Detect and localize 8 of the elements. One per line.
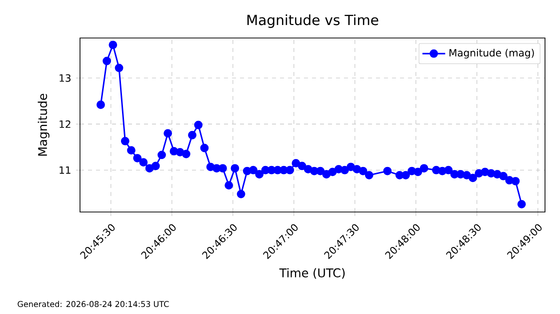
text: Generated: 2026-08-24 20:14:53 UTC bbox=[18, 300, 169, 308]
legend-label: Magnitude (mag) bbox=[450, 48, 534, 58]
x-axis-title: Time (UTC) bbox=[279, 268, 345, 279]
chart-title: Magnitude vs Time bbox=[247, 14, 378, 28]
y-tick-label: 13 bbox=[60, 74, 70, 82]
y-axis-title: Magnitude bbox=[38, 94, 50, 156]
y-tick-label: 11 bbox=[60, 166, 70, 174]
y-tick-label: 12 bbox=[60, 120, 70, 128]
